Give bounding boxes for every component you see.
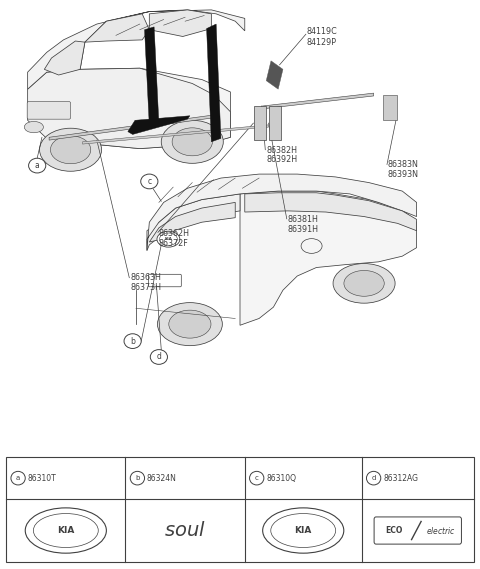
Polygon shape (44, 41, 85, 75)
Text: a: a (35, 161, 39, 170)
Text: b: b (135, 475, 140, 481)
Text: 86363H: 86363H (130, 273, 161, 282)
Ellipse shape (250, 471, 264, 485)
Ellipse shape (150, 349, 168, 364)
Ellipse shape (333, 263, 395, 303)
Ellipse shape (11, 471, 25, 485)
Ellipse shape (124, 334, 141, 348)
Polygon shape (206, 24, 221, 142)
Ellipse shape (25, 508, 107, 553)
Text: 86373H: 86373H (130, 283, 161, 292)
Text: KIA: KIA (165, 237, 172, 241)
Ellipse shape (157, 231, 180, 247)
Polygon shape (149, 203, 235, 242)
Ellipse shape (50, 136, 91, 164)
Polygon shape (128, 116, 190, 134)
Text: d: d (156, 352, 161, 361)
Text: c: c (255, 475, 259, 481)
Text: $\it{soul}$: $\it{soul}$ (164, 521, 206, 540)
FancyBboxPatch shape (254, 106, 266, 140)
Text: c: c (147, 177, 151, 186)
Text: 86391H: 86391H (288, 225, 319, 234)
Text: 84129P: 84129P (307, 38, 337, 47)
Text: a: a (16, 475, 20, 481)
Ellipse shape (141, 174, 158, 189)
Ellipse shape (39, 128, 102, 171)
Polygon shape (149, 10, 211, 36)
Text: 86393N: 86393N (388, 170, 419, 179)
Text: b: b (130, 337, 135, 345)
Text: d: d (372, 475, 376, 481)
Text: 86324N: 86324N (147, 473, 177, 483)
Polygon shape (266, 61, 283, 89)
Ellipse shape (263, 508, 344, 553)
Ellipse shape (130, 471, 144, 485)
Polygon shape (144, 27, 159, 126)
Text: KIA: KIA (295, 526, 312, 535)
Polygon shape (245, 193, 417, 230)
FancyBboxPatch shape (27, 102, 71, 119)
Text: 86312AG: 86312AG (383, 473, 418, 483)
Text: KIA: KIA (57, 526, 74, 535)
FancyBboxPatch shape (269, 106, 281, 140)
Polygon shape (49, 114, 216, 140)
Polygon shape (47, 68, 230, 149)
Ellipse shape (366, 471, 381, 485)
Text: 86383N: 86383N (388, 160, 419, 169)
Text: 86381H: 86381H (288, 216, 319, 224)
Ellipse shape (157, 303, 222, 345)
Ellipse shape (172, 128, 213, 156)
Text: 86392H: 86392H (266, 155, 298, 164)
Text: 86362H: 86362H (159, 229, 190, 238)
Ellipse shape (161, 120, 223, 163)
Text: 86372F: 86372F (159, 238, 189, 248)
Polygon shape (28, 10, 245, 89)
Text: 84119C: 84119C (307, 27, 337, 36)
Text: ECO: ECO (386, 526, 403, 535)
Polygon shape (83, 125, 269, 144)
Polygon shape (28, 68, 230, 149)
Text: 86382H: 86382H (266, 146, 297, 155)
Ellipse shape (169, 310, 211, 338)
Polygon shape (147, 174, 417, 250)
Polygon shape (85, 14, 149, 42)
Polygon shape (240, 191, 417, 325)
FancyBboxPatch shape (383, 95, 396, 120)
Polygon shape (262, 93, 373, 109)
Ellipse shape (344, 270, 384, 296)
Text: 86310Q: 86310Q (266, 473, 296, 483)
Text: 86310T: 86310T (28, 473, 56, 483)
Text: $\it{electric}$: $\it{electric}$ (426, 525, 456, 536)
Ellipse shape (29, 158, 46, 173)
Polygon shape (147, 194, 240, 250)
Ellipse shape (24, 121, 43, 133)
